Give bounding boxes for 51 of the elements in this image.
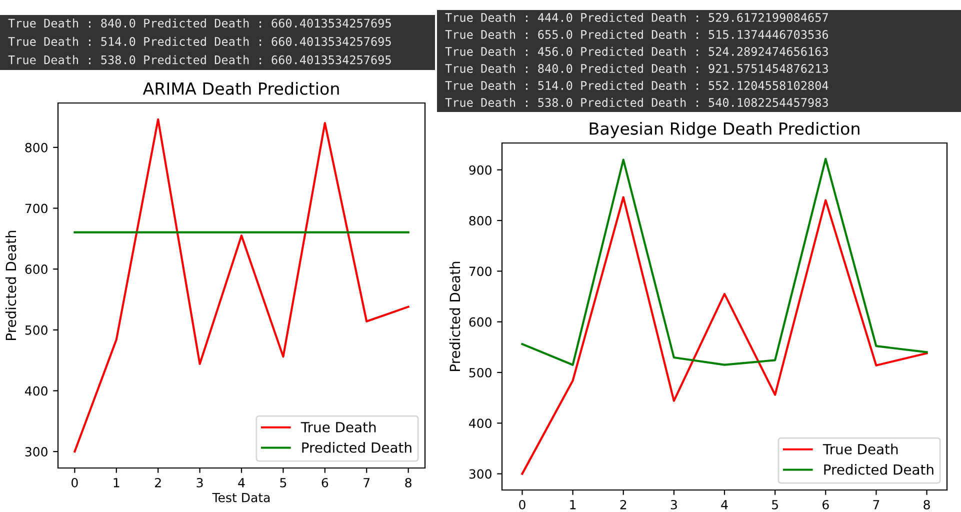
y-tick-label: 500: [25, 325, 48, 335]
text: True Death : 444.0 Predicted Death : 529.6172199084657: [445, 12, 828, 22]
legend-label: True Death: [300, 422, 376, 432]
x-tick-label: 1: [114, 478, 120, 488]
y-tick-label: 800: [25, 142, 48, 152]
x-tick-label: 4: [238, 478, 245, 488]
y-tick-label: 600: [25, 264, 48, 274]
chart-title: Bayesian Ridge Death Prediction: [590, 122, 860, 138]
x-tick-label: 5: [772, 500, 778, 510]
y-tick-label: 300: [25, 447, 48, 456]
y-tick-label: 600: [469, 317, 492, 327]
x-tick-label: 8: [924, 500, 930, 510]
y-tick-label: 700: [25, 204, 48, 214]
text: True Death : 514.0 Predicted Death : 552.1204558102804: [445, 80, 828, 90]
x-tick-label: 4: [721, 500, 728, 510]
y-tick-label: 400: [469, 418, 492, 428]
text: True Death : 840.0 Predicted Death : 660.4013534257695: [8, 18, 391, 28]
text: True Death : 456.0 Predicted Death : 524.2892474656163: [445, 46, 828, 56]
y-tick-label: 400: [25, 386, 48, 396]
x-tick-label: 0: [519, 500, 526, 510]
x-tick-label: 5: [280, 478, 286, 488]
x-tick-label: 7: [873, 500, 880, 510]
x-tick-label: 0: [72, 478, 78, 488]
text: True Death : 538.0 Predicted Death : 660.4013534257695: [8, 55, 391, 64]
text: True Death : 840.0 Predicted Death : 921.5751454876213: [445, 64, 828, 73]
text: True Death : 538.0 Predicted Death : 540.1082254457983: [445, 98, 828, 107]
y-tick-label: 500: [469, 368, 492, 378]
legend-label: True Death: [822, 444, 898, 454]
y-tick-label: 300: [469, 469, 492, 479]
x-tick-label: 1: [570, 500, 576, 510]
x-tick-label: 6: [822, 500, 829, 510]
y-axis-title: Predicted Death: [449, 262, 460, 371]
x-tick-label: 6: [322, 478, 328, 488]
x-tick-label: 8: [405, 478, 412, 488]
legend-label: Predicted Death: [302, 442, 412, 453]
x-axis-title: Test Data: [212, 492, 270, 502]
text: True Death : 655.0 Predicted Death : 515.1374446703536: [445, 30, 828, 39]
x-tick-label: 2: [155, 478, 161, 488]
line-series: [74, 118, 410, 453]
line-series: [521, 158, 928, 366]
x-tick-label: 2: [620, 500, 626, 510]
y-tick-label: 700: [469, 266, 492, 276]
x-tick-label: 3: [196, 478, 203, 488]
text: True Death : 514.0 Predicted Death : 660.4013534257695: [8, 36, 391, 46]
x-tick-label: 3: [670, 500, 677, 510]
chart-title: ARIMA Death Prediction: [142, 82, 339, 95]
x-tick-label: 7: [364, 478, 370, 488]
y-tick-label: 900: [469, 165, 492, 175]
y-tick-label: 800: [469, 216, 492, 226]
y-axis-title: Predicted Death: [5, 230, 16, 340]
legend-label: Predicted Death: [824, 464, 934, 475]
